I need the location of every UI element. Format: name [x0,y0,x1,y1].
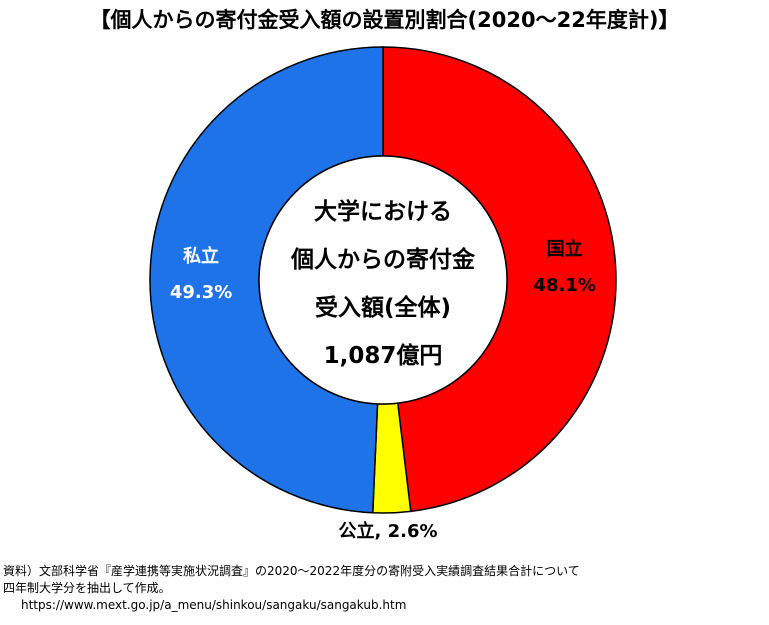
source-note: 資料）文部科学省『産学連携等実施状況調査』の2020～2022年度分の寄附受入実… [3,563,580,614]
slice-labels: 国立 48.1% 公立, 2.6% 私立 49.3% [170,238,596,542]
center-label-line: 受入額(全体) [315,294,451,321]
center-label-line: 1,087億円 [324,342,443,369]
chart-title: 【個人からの寄付金受入額の設置別割合(2020～22年度計)】 [89,8,680,32]
donut-hole [258,155,508,405]
source-line-2: 四年制大学分を抽出して作成。 [3,581,171,595]
center-label-line: 個人からの寄付金 [290,246,476,273]
source-url: https://www.mext.go.jp/a_menu/shinkou/sa… [21,598,407,612]
center-label-line: 大学における [314,198,452,225]
source-line-1: 資料）文部科学省『産学連携等実施状況調査』の2020～2022年度分の寄附受入実… [3,564,580,578]
slice-percent-私立: 49.3% [170,282,232,303]
slice-name-私立: 私立 [183,245,219,267]
slice-label-公立: 公立, 2.6% [338,520,437,542]
slice-name-国立: 国立 [547,238,583,260]
slice-percent-国立: 48.1% [533,275,595,296]
